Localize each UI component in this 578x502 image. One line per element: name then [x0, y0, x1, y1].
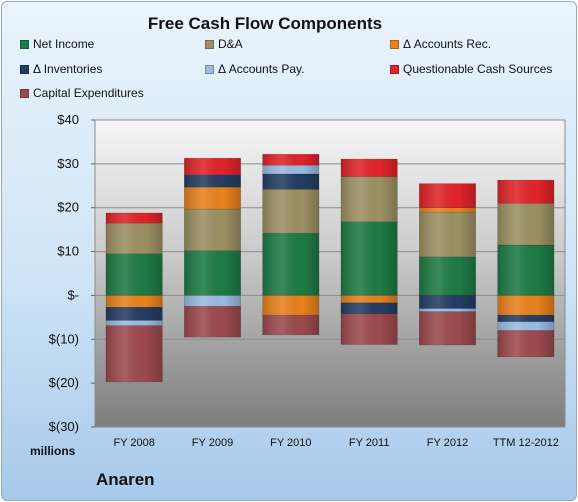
legend-item: Net Income: [20, 37, 94, 51]
bar-shading: [340, 313, 398, 345]
bar-shading: [184, 306, 241, 338]
bar-shading: [497, 244, 555, 296]
bar-shading: [497, 315, 555, 322]
legend-label: Capital Expenditures: [33, 86, 144, 100]
bar-shading: [105, 320, 163, 326]
bar-shading: [262, 154, 320, 166]
bar-shading: [105, 295, 163, 308]
x-tick-label: FY 2010: [270, 437, 311, 449]
bar-shading: [105, 307, 163, 321]
legend-label: Net Income: [33, 37, 95, 51]
bar-shading: [262, 173, 320, 190]
bar-shading: [105, 325, 163, 382]
bar-shading: [262, 165, 320, 174]
legend-item: Questionable Cash Sources: [390, 62, 552, 76]
bar-shading: [105, 212, 163, 224]
legend-label: Δ Accounts Rec.: [403, 37, 492, 51]
legend-label: Δ Accounts Pay.: [218, 62, 305, 76]
bar-shading: [184, 209, 241, 251]
y-tick-label: $-: [67, 287, 79, 302]
legend-item: D&A: [205, 37, 243, 51]
y-tick-label: $10: [57, 244, 79, 259]
bar-shading: [419, 183, 476, 208]
bar-shading: [419, 207, 476, 213]
y-tick-label: $(20): [49, 375, 79, 390]
y-tick-label: $40: [57, 112, 79, 127]
x-tick-label: FY 2009: [192, 437, 233, 449]
y-tick-label: $(10): [49, 331, 79, 346]
x-tick-label: FY 2011: [349, 437, 390, 449]
company-name: Anaren: [96, 470, 155, 489]
bar-shading: [105, 253, 163, 296]
bar-shading: [262, 189, 320, 234]
bar-shading: [340, 176, 398, 222]
bar-shading: [497, 295, 555, 316]
bar-shading: [184, 158, 241, 175]
legend-swatch: [390, 64, 399, 74]
x-tick-label: FY 2008: [113, 437, 154, 449]
legend-label: Questionable Cash Sources: [403, 62, 553, 76]
bar-shading: [419, 256, 476, 296]
legend-item: Δ Inventories: [20, 62, 102, 76]
bar-shading: [497, 203, 555, 245]
legend-label: Δ Inventories: [33, 62, 103, 76]
bar-shading: [497, 330, 555, 357]
y-tick-label: $(30): [49, 419, 79, 434]
legend-item: Δ Accounts Rec.: [390, 37, 491, 51]
x-tick-label: TTM 12-2012: [493, 437, 559, 449]
plot-area: [94, 119, 566, 428]
y-tick-label: $30: [57, 156, 79, 171]
bar-shading: [419, 311, 476, 345]
y-axis-title: millions: [30, 444, 76, 458]
legend-swatch: [205, 64, 214, 74]
legend-swatch: [390, 39, 399, 49]
x-tick-label: FY 2012: [427, 437, 468, 449]
y-tick-label: $20: [57, 200, 79, 215]
bar-shading: [262, 233, 320, 296]
legend-swatch: [20, 88, 29, 98]
chart-title: Free Cash Flow Components: [147, 14, 383, 33]
bar-shading: [184, 250, 241, 296]
bar-shading: [419, 295, 476, 309]
legend-item: Δ Accounts Pay.: [205, 62, 305, 76]
bar-shading: [262, 295, 320, 316]
bar-shading: [262, 315, 320, 335]
bar-shading: [340, 221, 398, 296]
bar-shading: [105, 223, 163, 254]
bar-shading: [340, 302, 398, 314]
legend-swatch: [20, 64, 29, 74]
bar-shading: [340, 159, 398, 177]
bar-shading: [184, 187, 241, 210]
bar-shading: [419, 308, 476, 312]
bar-shading: [184, 295, 241, 307]
legend-swatch: [20, 39, 29, 49]
bar-shading: [419, 212, 476, 257]
legend-item: Capital Expenditures: [20, 86, 144, 100]
bar-shading: [497, 321, 555, 331]
bar-shading: [497, 180, 555, 204]
legend-label: D&A: [218, 37, 243, 51]
bar-shading: [184, 174, 241, 188]
bar-shading: [340, 295, 398, 303]
legend-swatch: [205, 39, 214, 49]
